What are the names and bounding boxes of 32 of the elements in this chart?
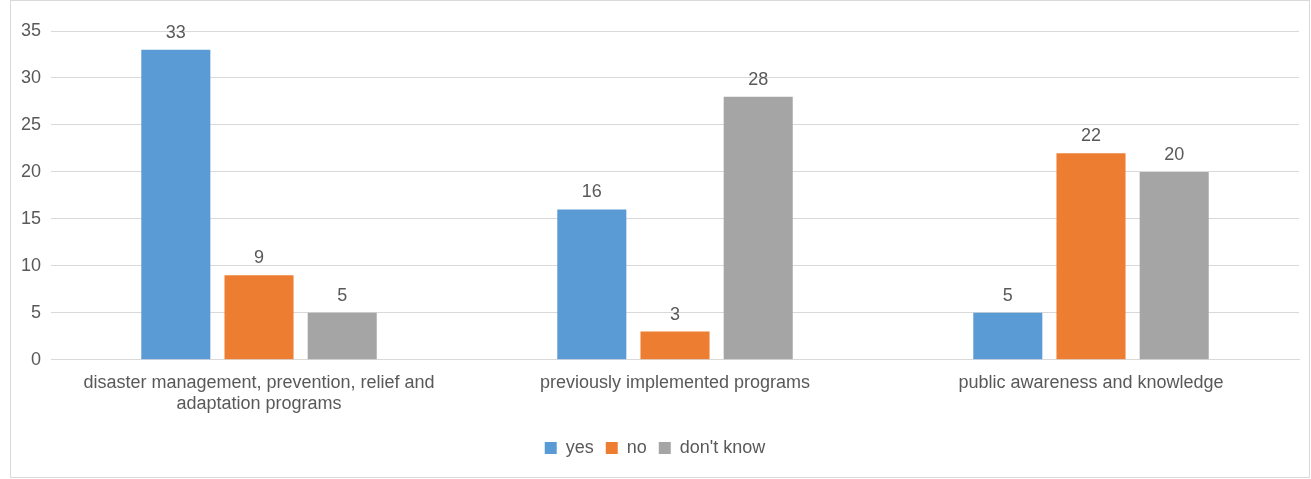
bar [557,209,627,360]
data-label: 20 [1164,143,1185,164]
x-tick-label: public awareness and knowledge [958,371,1224,392]
data-label: 5 [1002,284,1013,305]
data-label: 16 [581,181,602,202]
bar [224,275,294,360]
y-tick-label: 20 [20,160,42,181]
data-label: 3 [670,303,681,324]
bar [1056,153,1126,360]
bar [973,312,1043,360]
y-tick-label: 5 [31,301,42,322]
y-tick-label: 10 [20,254,42,275]
bar [640,331,710,360]
bar [307,312,377,360]
bar [723,96,793,360]
legend-label: don't know [679,436,767,457]
data-label: 9 [254,247,265,268]
x-tick-label: previously implemented programs [539,371,811,392]
y-tick-label: 30 [20,66,42,87]
data-label: 5 [337,284,348,305]
legend-label: yes [565,436,594,457]
y-tick-label: 0 [31,348,42,369]
data-label: 22 [1080,125,1102,146]
data-label: 33 [165,21,186,42]
legend-label: no [626,436,647,457]
y-tick-label: 15 [20,207,42,228]
y-tick-label: 25 [20,113,42,134]
bar [1139,171,1209,360]
bar [141,49,211,360]
y-tick-label: 35 [20,19,42,40]
data-label: 28 [748,68,769,89]
x-tick-label: disaster management, prevention, relief and adaptation programs [83,371,435,414]
